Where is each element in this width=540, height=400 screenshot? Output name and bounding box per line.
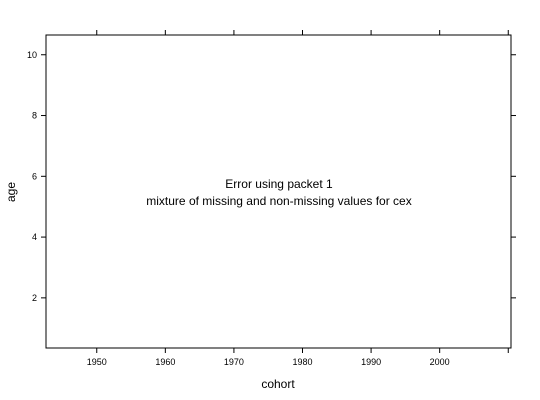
y-tick-label: 4 bbox=[32, 232, 37, 242]
x-tick-label: 1950 bbox=[87, 357, 107, 367]
y-tick-label: 10 bbox=[27, 50, 37, 60]
y-axis-title: age bbox=[4, 182, 18, 202]
x-tick-label: 1990 bbox=[361, 357, 381, 367]
x-tick-label: 1960 bbox=[155, 357, 175, 367]
plot-panel-frame bbox=[45, 34, 512, 349]
axis-ticks bbox=[41, 30, 516, 353]
y-tick-label: 8 bbox=[32, 111, 37, 121]
x-tick-label: 1980 bbox=[292, 357, 312, 367]
axis-tick-labels: 1950 1960 1970 1980 1990 2000 2 4 6 8 10 bbox=[27, 50, 450, 367]
error-message-line-2: mixture of missing and non-missing value… bbox=[146, 194, 411, 208]
x-axis-title: cohort bbox=[261, 377, 295, 391]
x-tick-label: 1970 bbox=[224, 357, 244, 367]
y-tick-label: 6 bbox=[32, 171, 37, 181]
x-tick-label: 2000 bbox=[430, 357, 450, 367]
y-tick-label: 2 bbox=[32, 293, 37, 303]
error-message-line-1: Error using packet 1 bbox=[225, 177, 333, 191]
